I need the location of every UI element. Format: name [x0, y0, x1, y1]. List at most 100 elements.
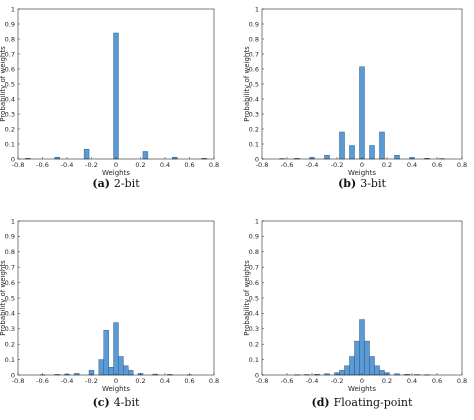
bar-8: [114, 323, 119, 375]
y-tick-label: 0.8: [249, 35, 259, 43]
bars: [40, 323, 192, 375]
y-tick-label: 1: [255, 217, 259, 225]
caption-text: 4-bit: [114, 396, 140, 409]
y-tick-label: 0: [255, 155, 259, 163]
y-tick-label: 1: [255, 5, 259, 13]
y-tick-label: 1: [11, 217, 15, 225]
caption-tag: (a): [92, 177, 110, 190]
caption-tag: (d): [312, 396, 330, 409]
bars: [280, 67, 445, 159]
y-tick-label: 0.9: [249, 20, 259, 28]
x-tick-label: 0.4: [160, 377, 170, 385]
x-tick-label: 0.2: [135, 161, 145, 169]
bar-6: [104, 330, 109, 375]
bars: [295, 320, 430, 376]
bar-7: [370, 146, 375, 160]
y-tick-label: 0: [255, 371, 259, 379]
y-tick-label: 0: [11, 155, 15, 163]
y-tick-label: 0.2: [5, 125, 15, 133]
y-tick-label: 1: [11, 5, 15, 13]
bar-4: [340, 132, 345, 159]
bar-5: [99, 360, 104, 375]
bar-10: [123, 366, 128, 375]
x-tick-label: -0.4: [61, 377, 74, 385]
y-tick-label: 0.2: [249, 125, 259, 133]
x-tick-label: -0.2: [331, 161, 344, 169]
y-tick-label: 0.2: [5, 341, 15, 349]
x-axis-label: Weights: [348, 385, 376, 393]
x-tick-label: 0: [360, 161, 364, 169]
x-tick-label: -0.4: [61, 161, 74, 169]
x-tick-label: -0.2: [85, 377, 98, 385]
bar-7: [109, 367, 114, 375]
x-tick-label: 0.8: [209, 161, 219, 169]
bar-5: [350, 146, 355, 160]
panel-caption: (b)3-bit: [338, 177, 386, 190]
bar-7: [350, 357, 355, 375]
x-tick-label: -0.4: [306, 161, 319, 169]
bar-11: [370, 357, 375, 375]
bar-9: [118, 357, 123, 375]
x-tick-label: -0.2: [85, 161, 98, 169]
x-tick-label: -0.4: [306, 377, 319, 385]
x-tick-label: 0.4: [407, 161, 417, 169]
x-tick-label: 0.6: [432, 161, 442, 169]
x-tick-label: 0.8: [209, 377, 219, 385]
bar-9: [360, 320, 365, 375]
y-tick-label: 0.1: [249, 356, 259, 364]
x-tick-label: 0: [360, 377, 364, 385]
x-tick-label: 0.6: [184, 161, 194, 169]
y-axis-label: Probability of weights: [243, 260, 251, 336]
x-tick-label: 0: [114, 161, 118, 169]
bar-12: [375, 366, 380, 375]
y-tick-label: 0.8: [5, 248, 15, 256]
bars: [25, 33, 206, 159]
bar-2: [84, 149, 89, 159]
bar-11: [128, 370, 133, 375]
caption-text: 2-bit: [114, 177, 140, 190]
panel-caption: (a) 2-bit: [92, 177, 140, 190]
x-tick-label: 0.8: [457, 161, 467, 169]
y-tick-label: 0: [11, 371, 15, 379]
x-tick-label: 0.4: [407, 377, 417, 385]
bar-8: [355, 341, 360, 375]
x-axis-label: Weights: [102, 385, 130, 393]
y-tick-label: 0.2: [249, 341, 259, 349]
x-tick-label: 0.6: [432, 377, 442, 385]
bar-9: [395, 155, 400, 159]
x-tick-label: 0.2: [382, 377, 392, 385]
bar-6: [345, 366, 350, 375]
bar-4: [143, 152, 148, 160]
caption-text: 3-bit: [360, 177, 386, 190]
y-tick-label: 0.1: [249, 140, 259, 148]
x-tick-label: -0.2: [331, 377, 344, 385]
bar-5: [340, 370, 345, 375]
x-tick-label: 0.8: [457, 377, 467, 385]
bar-8: [380, 132, 385, 159]
caption-tag: (c): [93, 396, 110, 409]
bar-10: [365, 341, 370, 375]
bar-13: [380, 370, 385, 375]
x-tick-label: -0.6: [281, 161, 294, 169]
bar-6: [360, 67, 365, 159]
y-axis-label: Probability of weights: [243, 46, 251, 122]
y-tick-label: 0.8: [249, 248, 259, 256]
y-tick-label: 0.1: [5, 356, 15, 364]
y-tick-label: 0.8: [5, 35, 15, 43]
x-axis-label: Weights: [102, 169, 130, 177]
x-tick-label: -0.6: [36, 161, 49, 169]
panel-caption: (c) 4-bit: [93, 396, 140, 409]
x-tick-label: 0: [114, 377, 118, 385]
x-tick-label: 0.6: [184, 377, 194, 385]
x-axis-label: Weights: [348, 169, 376, 177]
y-tick-label: 0.9: [5, 233, 15, 241]
caption-text: Floating-point: [334, 396, 413, 409]
bar-3: [325, 155, 330, 159]
y-axis-label: Probability of weights: [0, 260, 7, 336]
y-tick-label: 0.9: [5, 20, 15, 28]
